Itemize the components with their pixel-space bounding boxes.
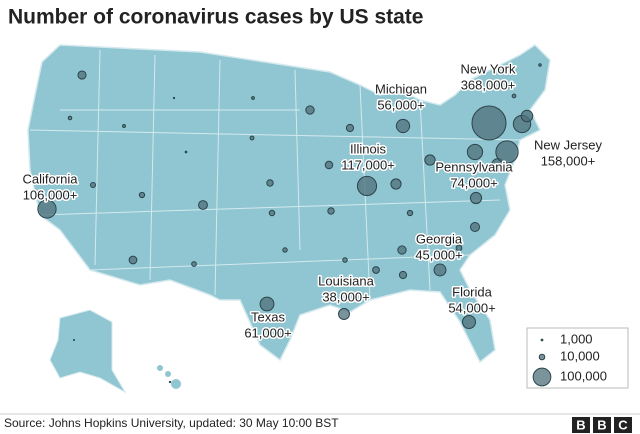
- legend-bubble: [532, 367, 552, 387]
- case-bubble: [259, 296, 275, 312]
- logo-letter: B: [576, 417, 585, 432]
- case-bubble: [338, 308, 350, 320]
- case-bubble: [433, 263, 447, 277]
- state-name: Pennsylvania: [435, 159, 513, 174]
- case-bubble: [268, 209, 276, 217]
- case-bubble: [390, 178, 402, 190]
- case-bubble: [305, 105, 315, 115]
- case-bubble: [191, 261, 197, 267]
- case-bubble: [372, 266, 380, 274]
- case-bubble: [507, 85, 511, 89]
- state-name: Louisiana: [318, 273, 374, 288]
- case-bubble: [356, 175, 378, 197]
- case-bubble: [138, 191, 146, 199]
- case-bubble: [511, 93, 517, 99]
- case-bubble: [345, 123, 355, 133]
- state-value: 117,000+: [341, 157, 395, 172]
- state-value: 74,000+: [450, 175, 497, 190]
- source: Source: Johns Hopkins University, update…: [4, 416, 339, 430]
- state-name: Illinois: [350, 141, 387, 156]
- state-value: 106,000+: [23, 187, 78, 202]
- logo-box: [593, 417, 611, 433]
- case-bubble: [72, 338, 76, 342]
- case-bubble: [251, 96, 255, 100]
- case-bubble: [424, 154, 436, 166]
- case-bubble: [128, 255, 138, 265]
- case-bubble: [282, 247, 288, 253]
- state-value: 45,000+: [415, 247, 462, 262]
- case-bubble: [172, 96, 176, 100]
- state-value: 368,000+: [461, 77, 516, 92]
- state-name: New Jersey: [534, 137, 602, 152]
- case-bubble: [520, 109, 534, 123]
- state-name: Texas: [251, 309, 285, 324]
- case-bubble: [469, 191, 483, 205]
- state-name: Michigan: [375, 81, 427, 96]
- logo-letter: B: [597, 417, 606, 432]
- state-value: 61,000+: [244, 325, 291, 340]
- case-bubble: [495, 140, 519, 164]
- case-bubble: [249, 135, 255, 141]
- alaska: [49, 309, 127, 394]
- legend-label: 10,000: [560, 348, 600, 363]
- state-name: California: [23, 171, 79, 186]
- case-bubble: [37, 199, 57, 219]
- case-bubble: [398, 270, 408, 280]
- state-value: 38,000+: [322, 289, 369, 304]
- logo-box: [614, 417, 632, 433]
- logo-letter: C: [618, 417, 628, 432]
- case-bubble: [461, 314, 477, 330]
- case-bubble: [406, 209, 414, 217]
- case-bubble: [77, 70, 87, 80]
- state-name: Florida: [452, 284, 493, 299]
- case-bubble: [89, 181, 97, 189]
- hawaii: [157, 365, 181, 389]
- case-bubble: [466, 143, 484, 161]
- logo-box: [572, 417, 590, 433]
- case-bubble: [397, 245, 407, 255]
- state-value: 56,000+: [377, 97, 424, 112]
- case-bubble: [342, 257, 348, 263]
- legend-bubble: [540, 338, 544, 342]
- case-bubble: [395, 118, 411, 134]
- state-value: 54,000+: [448, 300, 495, 315]
- case-bubble: [455, 244, 463, 252]
- legend-label: 100,000: [560, 368, 607, 383]
- case-bubble: [266, 179, 274, 187]
- case-bubble: [538, 63, 542, 67]
- state-value: 158,000+: [541, 153, 596, 168]
- case-bubble: [67, 115, 73, 121]
- case-bubble: [327, 207, 335, 215]
- case-bubble: [184, 150, 188, 154]
- state-name: New York: [461, 61, 516, 76]
- case-bubble: [324, 160, 334, 170]
- case-bubble: [469, 221, 481, 233]
- case-bubble: [122, 124, 126, 128]
- case-bubble: [168, 380, 172, 384]
- state-name: Georgia: [416, 231, 463, 246]
- title: Number of coronavirus cases by US state: [8, 6, 423, 29]
- case-bubble: [471, 105, 507, 141]
- us-mainland: [27, 44, 551, 364]
- legend-bubble: [538, 353, 546, 361]
- case-bubble: [198, 200, 208, 210]
- legend-label: 1,000: [560, 331, 593, 346]
